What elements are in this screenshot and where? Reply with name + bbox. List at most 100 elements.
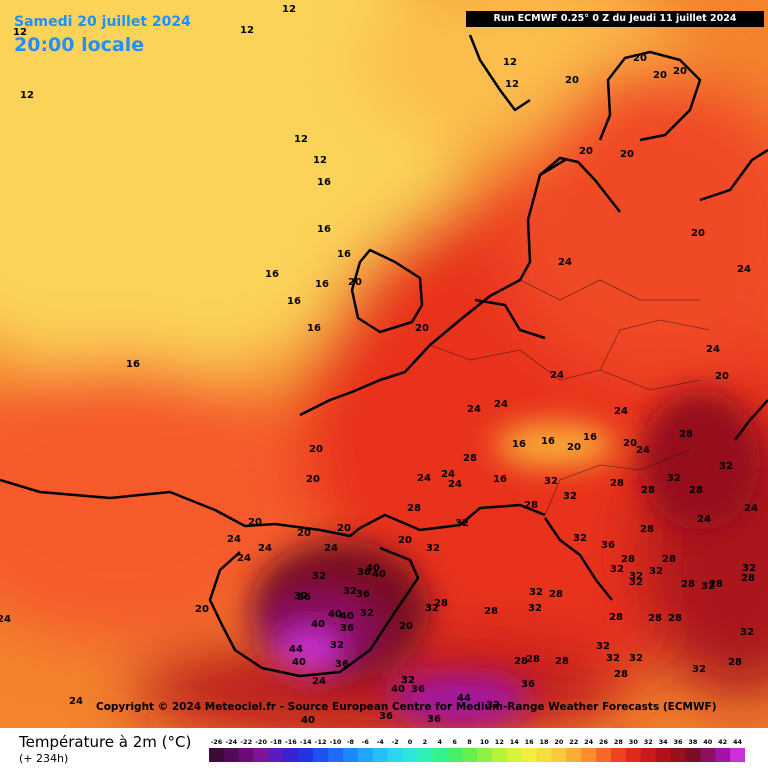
temperature-label: 20	[567, 442, 581, 453]
legend-swatch	[432, 748, 448, 762]
temperature-label: 24	[312, 676, 326, 687]
temperature-label: 20	[715, 371, 729, 382]
legend-swatch	[253, 748, 270, 762]
temperature-label: 24	[744, 503, 758, 514]
legend-tick-label: -18	[270, 738, 282, 746]
legend-swatch	[640, 748, 657, 762]
temperature-label: 24	[448, 479, 462, 490]
temperature-label: 20	[673, 66, 687, 77]
legend-swatch	[730, 748, 745, 762]
temperature-label: 36	[601, 540, 615, 551]
temperature-label: 44	[289, 644, 303, 655]
temperature-label: 24	[558, 257, 572, 268]
temperature-label: 40	[372, 569, 386, 580]
temperature-label: 28	[526, 654, 540, 665]
temperature-label: 36	[521, 679, 535, 690]
temperature-label: 24	[69, 696, 83, 707]
temperature-label: 32	[649, 566, 663, 577]
temperature-label: 32	[606, 653, 620, 664]
temperature-label: 16	[583, 432, 597, 443]
temperature-label: 28	[648, 613, 662, 624]
temperature-label: 24	[441, 469, 455, 480]
variable-title: Température à 2m (°C)	[19, 733, 192, 751]
temperature-label: 36	[379, 711, 393, 722]
legend-tick-label: -6	[362, 738, 370, 746]
temperature-label: 12	[503, 57, 517, 68]
temperature-label: 16	[315, 279, 329, 290]
temperature-label: 32	[425, 603, 439, 614]
legend-swatch	[551, 748, 567, 762]
temperature-label: 40	[311, 619, 325, 630]
legend-swatch	[313, 748, 329, 762]
temperature-label: 32	[692, 664, 706, 675]
legend-swatch	[387, 748, 404, 762]
temperature-label: 28	[514, 656, 528, 667]
temperature-label: 32	[343, 586, 357, 597]
legend-swatch	[566, 748, 582, 762]
legend-swatch	[625, 748, 642, 762]
temperature-label: 32	[596, 641, 610, 652]
temperature-label: 32	[740, 627, 754, 638]
legend-tick-label: -22	[240, 738, 252, 746]
temperature-label: 32	[629, 577, 643, 588]
legend-tick-label: 10	[480, 738, 490, 746]
temperature-label: 16	[126, 359, 140, 370]
temperature-label: 20	[565, 75, 579, 86]
temperature-label: 32	[294, 591, 308, 602]
temperature-label: 20	[348, 277, 362, 288]
temperature-label: 28	[689, 485, 703, 496]
temperature-label: 20	[399, 621, 413, 632]
temperature-label: 16	[512, 439, 526, 450]
temperature-label: 28	[668, 613, 682, 624]
temperature-label: 28	[621, 554, 635, 565]
temperature-label: 28	[709, 579, 723, 590]
temperature-label: 36	[411, 684, 425, 695]
temperature-label: 32	[573, 533, 587, 544]
legend-swatch	[283, 748, 299, 762]
legend-swatch	[328, 748, 344, 762]
temperature-label: 32	[629, 653, 643, 664]
legend-swatch	[700, 748, 716, 762]
temperature-label: 32	[360, 608, 374, 619]
legend-tick-label: 20	[554, 738, 564, 746]
temperature-label: 24	[697, 514, 711, 525]
temperature-label: 16	[493, 474, 507, 485]
temperature-label: 20	[337, 523, 351, 534]
temperature-label: 24	[258, 543, 272, 554]
legend-swatch	[447, 748, 463, 762]
legend-tick-label: -10	[330, 738, 342, 746]
temperature-label: 16	[317, 177, 331, 188]
temperature-label: 36	[297, 592, 311, 603]
legend-tick-label: 28	[614, 738, 624, 746]
temperature-label: 28	[614, 669, 628, 680]
legend-swatch	[372, 748, 389, 762]
legend-swatch	[715, 748, 731, 762]
legend-swatch	[581, 748, 597, 762]
temperature-label: 12	[13, 27, 27, 38]
temperature-label: 36	[340, 623, 354, 634]
legend-swatch	[417, 748, 433, 762]
temperature-label: 12	[294, 134, 308, 145]
temperature-label: 40	[292, 657, 306, 668]
temperature-label: 32	[719, 461, 733, 472]
temperature-label: 20	[415, 323, 429, 334]
legend-tick-label: 40	[703, 738, 713, 746]
temperature-label: 16	[337, 249, 351, 260]
temperature-label: 28	[679, 429, 693, 440]
legend-tick-label: 24	[584, 738, 594, 746]
legend-tick-label: -12	[315, 738, 327, 746]
legend-swatch	[685, 748, 701, 762]
legend-swatch	[462, 748, 478, 762]
temperature-label: 24	[237, 553, 251, 564]
legend-tick-label: -8	[347, 738, 355, 746]
legend-tick-label: -4	[377, 738, 385, 746]
legend-tick-label: 30	[629, 738, 639, 746]
temperature-label: 12	[282, 4, 296, 15]
legend-tick-label: 4	[438, 738, 443, 746]
temperature-label: 28	[640, 524, 654, 535]
model-run-info: Run ECMWF 0.25° 0 Z du Jeudi 11 juillet …	[466, 11, 764, 27]
temperature-label: 24	[550, 370, 564, 381]
legend-swatch	[268, 748, 284, 762]
temperature-label: 20	[633, 53, 647, 64]
legend-swatch	[209, 748, 225, 762]
